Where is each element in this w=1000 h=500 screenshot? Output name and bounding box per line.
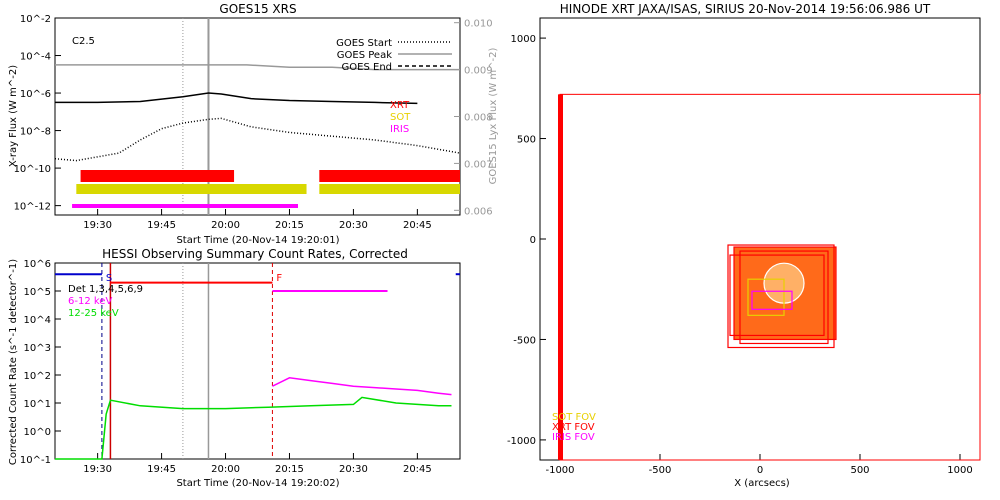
goes-y-right-tick-label: 0.009 [464, 66, 493, 77]
xrt-fov-box [751, 290, 793, 310]
goes-y-tick-label: 10^-8 [20, 127, 51, 138]
goes-panel: GOES15 XRS 19:30 19:45 20:00 20:15 20:30 20:4… [8, 2, 499, 246]
xrt-y-tick-label: 1000 [511, 34, 536, 45]
goes-plot-area: 19:30 19:45 20:00 20:15 20:30 20:45 10^-2 10^-4… [14, 14, 493, 231]
xrt-frame [539, 17, 981, 461]
goes-y-right-tick-label: 0.006 [464, 206, 493, 217]
goes-coverage-xrt [80, 170, 235, 182]
goes-y-right-tick-label: 0.007 [464, 159, 493, 170]
goes-annotation: C2.5 [72, 36, 95, 47]
goes-legend-label: GOES End [342, 62, 392, 73]
goes-x-tick-label: 19:30 [83, 220, 112, 231]
goes-y-tick-label: 10^-4 [20, 52, 51, 63]
hessi-y-tick-label: 10^0 [24, 427, 51, 438]
hessi-x-tick-label: 20:15 [275, 464, 304, 475]
xrt-y-tick-label: -500 [513, 335, 536, 346]
hessi-y-tick-label: 10^-1 [20, 455, 51, 466]
xrt-fov-box [747, 278, 785, 316]
goes-y-tick-label: 10^-12 [14, 202, 51, 213]
goes-y-right-tick-label: 0.010 [464, 19, 493, 30]
xrt-x-tick-label: 1000 [947, 465, 972, 476]
goes-x-tick-label: 20:00 [211, 220, 240, 231]
xrt-y-tick-label: 500 [517, 135, 536, 146]
goes-coverage-sot [319, 184, 460, 194]
hessi-series [272, 377, 452, 396]
xrt-y-tick-label: -1000 [507, 436, 536, 447]
goes-instrument-label: IRIS [390, 124, 409, 135]
xrt-x-tick-label: -500 [649, 465, 672, 476]
hessi-x-tick-label: 20:00 [211, 464, 240, 475]
goes-x-tick-label: 20:30 [339, 220, 368, 231]
hessi-y-tick-label: 10^6 [24, 259, 51, 270]
xrt-plot-area: -1000 -500 0 500 1000 1000 500 0 -500 -1000 [507, 34, 981, 476]
goes-coverage-sot [76, 184, 307, 194]
goes-x-tick-label: 20:15 [275, 220, 304, 231]
xrt-fov-box [729, 254, 825, 337]
goes-instrument-label: XRT [390, 100, 410, 111]
xrt-legend-label: IRIS FOV [552, 432, 595, 443]
xrt-fov-edge [558, 94, 563, 460]
hessi-panel: HESSI Observing Summary Count Rates, Cor… [8, 247, 461, 489]
xrt-legend-label: SOT FOV [552, 412, 596, 423]
hessi-plot-area: 19:30 19:45 20:00 20:15 20:30 20:45 10^6 10^5 10… [20, 259, 460, 475]
hessi-flag-label: F [276, 273, 282, 284]
xrt-title: HINODE XRT JAXA/ISAS, SIRIUS 20-Nov-2014… [560, 2, 931, 16]
xrt-xlabel: X (arcsecs) [734, 478, 790, 489]
goes-xlabel: Start Time (20-Nov-14 19:20:01) [176, 235, 339, 246]
hessi-legend-label: 6-12 keV [68, 296, 112, 307]
hessi-series [55, 396, 452, 460]
goes-series-short [54, 117, 461, 162]
xrt-x-tick-label: 500 [850, 465, 869, 476]
hessi-xlabel: Start Time (20-Nov-14 19:20:02) [176, 478, 339, 489]
goes-series-long [55, 92, 418, 105]
xrt-x-tick-label: 0 [757, 465, 763, 476]
goes-instrument-label: SOT [390, 112, 411, 123]
xrt-fov-box [739, 250, 829, 345]
goes-x-tick-label: 20:45 [403, 220, 432, 231]
xrt-y-tick-label: 0 [530, 235, 536, 246]
hessi-legend-label: 12-25 keV [68, 308, 119, 319]
hessi-ylabel: Corrected Count Rate (s^-1 detector^-1) [8, 259, 19, 465]
hessi-y-tick-label: 10^1 [24, 399, 51, 410]
hessi-legend-label: Det 1,3,4,5,6,9 [68, 284, 143, 295]
goes-y-right-tick-label: 0.008 [464, 113, 493, 124]
goes-ylabel-right: GOES15 Lyx Flux (W m^-2) [488, 48, 499, 185]
goes-legend-label: GOES Start [336, 38, 392, 49]
goes-ylabel: X-ray Flux (W m^-2) [8, 65, 19, 167]
hessi-y-tick-label: 10^2 [24, 371, 51, 382]
xrt-panel: HINODE XRT JAXA/ISAS, SIRIUS 20-Nov-2014… [507, 2, 981, 489]
hessi-x-tick-label: 19:30 [83, 464, 112, 475]
xrt-legend-label: XRT FOV [552, 422, 595, 433]
xrt-fov-box [733, 246, 837, 341]
goes-y-tick-label: 10^-2 [20, 14, 51, 25]
hessi-x-tick-label: 20:30 [339, 464, 368, 475]
goes-coverage-xrt [319, 170, 460, 182]
goes-x-tick-label: 19:45 [147, 220, 176, 231]
hessi-y-tick-label: 10^3 [24, 343, 51, 354]
hessi-y-tick-label: 10^5 [24, 287, 51, 298]
goes-series-Lyx [55, 64, 460, 71]
xrt-x-tick-label: -1000 [545, 465, 574, 476]
hessi-x-tick-label: 19:45 [147, 464, 176, 475]
goes-title: GOES15 XRS [219, 2, 296, 16]
xrt-fov-box [727, 244, 835, 349]
hessi-y-tick-label: 10^4 [24, 315, 51, 326]
hessi-frame [54, 262, 461, 460]
goes-coverage-iris [72, 204, 298, 208]
hessi-title: HESSI Observing Summary Count Rates, Cor… [102, 247, 408, 261]
goes-legend-label: GOES Peak [337, 50, 392, 61]
hessi-flag-label: S [106, 273, 112, 284]
goes-y-tick-label: 10^-10 [14, 164, 51, 175]
hessi-x-tick-label: 20:45 [403, 464, 432, 475]
goes-y-tick-label: 10^-6 [20, 89, 51, 100]
